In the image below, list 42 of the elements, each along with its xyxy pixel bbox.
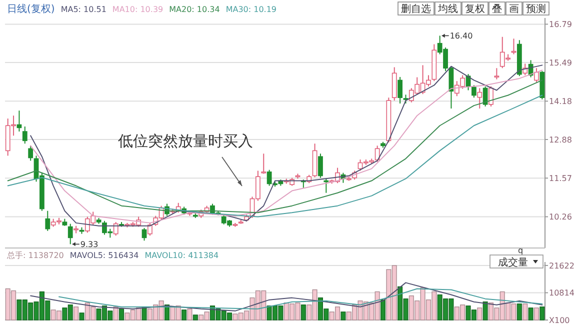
bar bbox=[119, 308, 124, 320]
bar bbox=[74, 306, 79, 320]
bar bbox=[300, 304, 306, 320]
bar bbox=[340, 312, 346, 320]
bar bbox=[528, 308, 534, 320]
legend: 总手: 1138720 MAVOL5: 516434 MAVOL10: 411384 bbox=[7, 251, 219, 260]
line-series bbox=[58, 288, 543, 310]
button: 画 bbox=[506, 2, 522, 16]
y-tick-label: 14.18 bbox=[549, 97, 572, 106]
annotation: 9.33 bbox=[80, 240, 98, 250]
bar bbox=[516, 304, 522, 320]
button: 均线 bbox=[434, 2, 462, 16]
y-tick-label: 12.88 bbox=[549, 135, 572, 144]
y-tick-label: X100 bbox=[549, 316, 570, 325]
bar bbox=[79, 312, 84, 320]
annotation: 16.40 bbox=[450, 32, 473, 41]
bar bbox=[540, 306, 545, 320]
line-series bbox=[30, 282, 543, 312]
bar bbox=[482, 301, 488, 320]
y-tick-label: 10814 bbox=[549, 288, 574, 298]
y-tick-label: 21622 bbox=[549, 261, 574, 270]
button: 删自选 bbox=[398, 2, 434, 16]
annotation: q bbox=[518, 246, 524, 255]
bar bbox=[192, 314, 198, 320]
bar bbox=[113, 306, 118, 320]
bar bbox=[477, 308, 482, 320]
y-tick-label: 16.79 bbox=[549, 20, 572, 30]
bar bbox=[187, 308, 192, 320]
dropdown: 成交量 bbox=[490, 254, 544, 268]
annotation: 成交量 bbox=[498, 256, 528, 268]
y-tick-label: 11.57 bbox=[549, 174, 572, 184]
y-tick-label: 15.49 bbox=[549, 58, 572, 68]
button: 叠 bbox=[488, 2, 506, 16]
annotation: 低位突然放量时买入 bbox=[118, 132, 253, 150]
bar bbox=[522, 304, 528, 320]
y-tick-label: 10.26 bbox=[549, 212, 572, 222]
bar bbox=[534, 308, 539, 320]
button: 复权 bbox=[462, 2, 488, 16]
legend: 日线(复权) MA5: 10.51 MA10: 10.39 MA20: 10.34 MA30: 10.19 bbox=[7, 4, 277, 15]
bar bbox=[182, 310, 187, 320]
button: 预测 bbox=[522, 2, 550, 16]
bar bbox=[380, 299, 386, 320]
